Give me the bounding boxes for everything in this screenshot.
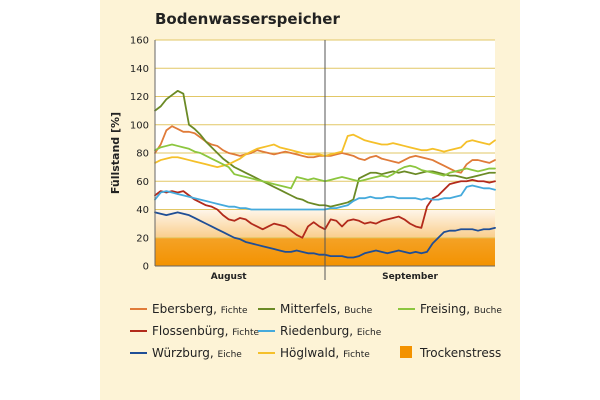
legend-item: Würzburg, Eiche [130,346,242,360]
y-tick-label: 40 [136,205,149,216]
legend-label: Ebersberg, Fichte [152,302,248,316]
legend-label: Freising, Buche [420,302,502,316]
legend-label: Riedenburg, Eiche [280,324,382,338]
legend-label: Mitterfels, Buche [280,302,373,316]
x-tick-label: September [382,272,438,282]
legend: Ebersberg, Fichte Flossenbürg, Fichte Würz… [130,302,502,360]
legend-item: Freising, Buche [398,302,502,316]
y-tick-label: 60 [136,177,149,188]
y-tick-label: 0 [143,262,149,273]
legend-swatch [400,346,412,358]
legend-item: Ebersberg, Fichte [130,302,248,316]
legend-label: Trockenstress [419,346,501,360]
y-tick-label: 100 [130,120,149,131]
y-tick-label: 140 [130,64,149,75]
legend-item-trockenstress: Trockenstress [400,346,501,360]
legend-item: Höglwald, Fichte [258,346,370,360]
legend-item: Mitterfels, Buche [258,302,373,316]
y-tick-label: 80 [136,149,149,160]
y-tick-label: 20 [136,233,149,244]
legend-label: Würzburg, Eiche [152,346,242,360]
legend-item: Flossenbürg, Fichte [130,324,259,338]
y-axis-label: Füllstand [%] [109,112,122,194]
chart-title: Bodenwasserspeicher [155,10,340,28]
y-tick-label: 160 [130,36,149,47]
legend-label: Flossenbürg, Fichte [152,324,259,338]
legend-item: Riedenburg, Eiche [258,324,382,338]
legend-label: Höglwald, Fichte [280,346,370,360]
x-tick-label: August [211,272,248,282]
y-tick-label: 120 [130,92,149,103]
